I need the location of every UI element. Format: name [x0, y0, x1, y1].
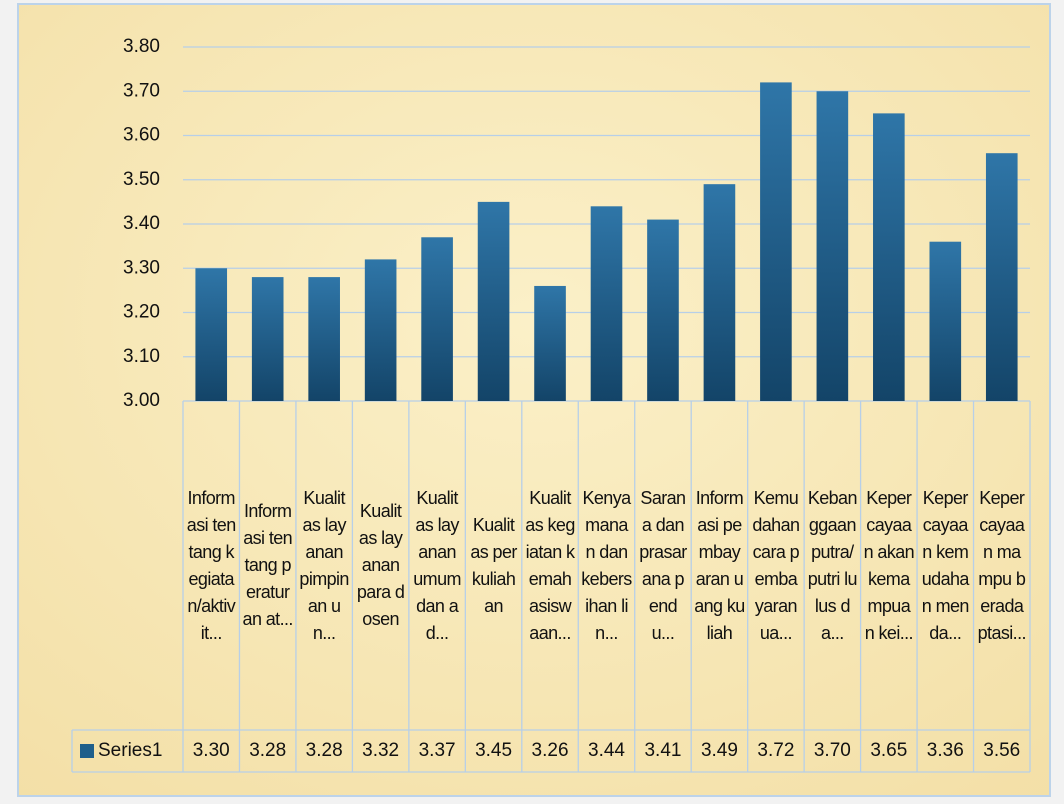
data-table-value: 3.30 [193, 740, 230, 761]
x-tick-label: Kepercayaan mampu beradaptasi... [977, 487, 1027, 643]
y-tick-label: 3.50 [123, 169, 160, 190]
x-tick-label-box: Kualitas layanan umum dan ad... [413, 487, 461, 643]
x-tick-label: Kenyamanan dan kebersihan lin... [581, 487, 632, 643]
x-tick-label-box: Kualitas layanan para dosen [356, 501, 405, 629]
x-tick-label-box: Informasi tentang kegiatan/aktivit... [186, 487, 236, 643]
data-table-value: 3.44 [588, 740, 625, 761]
y-tick-label: 3.00 [123, 390, 160, 411]
y-tick-label: 3.80 [123, 36, 160, 57]
data-table-value: 3.56 [983, 740, 1020, 761]
data-table-value: 3.28 [306, 740, 343, 761]
bar [308, 277, 340, 401]
bar [873, 113, 905, 401]
x-tick-label-box: Kenyamanan dan kebersihan lin... [581, 487, 632, 643]
x-tick-label: Kebanggaan putra/putri lulus da... [807, 487, 858, 643]
data-table-value: 3.70 [814, 740, 851, 761]
x-tick-label-box: Kualitas layanan pimpinan un... [299, 487, 349, 643]
x-tick-label: Kualitas kegiatan kemahasiswaan... [525, 487, 575, 643]
bar [816, 91, 849, 401]
x-tick-label-box: Kualitas kegiatan kemahasiswaan... [525, 487, 575, 643]
x-tick-label: Kualitas perkuliahan [470, 514, 517, 616]
bar [421, 237, 453, 401]
x-tick-label-box: Kemudahan cara pembayaran ua... [752, 487, 800, 643]
x-tick-label: Kualitas layanan pimpinan un... [299, 487, 349, 643]
legend-label: Series1 [98, 740, 162, 761]
x-tick-label: Kepercayaan kemudahan menda... [921, 487, 970, 643]
bar [929, 241, 962, 401]
x-tick-label-box: Kebanggaan putra/putri lulus da... [807, 487, 858, 643]
bar [590, 206, 623, 401]
bar [647, 219, 679, 401]
y-tick-label: 3.40 [123, 213, 160, 234]
data-table-value: 3.72 [757, 740, 794, 761]
y-tick-label: 3.30 [123, 257, 160, 278]
y-tick-label: 3.20 [123, 302, 160, 323]
bar [364, 259, 397, 401]
legend-swatch [80, 744, 94, 758]
x-tick-label: Kepercayaan akan kemampuan kei... [863, 487, 915, 643]
data-table-value: 3.37 [419, 740, 456, 761]
x-tick-label-box: Sarana dan prasarana pendu... [639, 487, 687, 643]
x-tick-label-box: Informasi pembayaran uang kuliah [694, 487, 745, 643]
data-table-value: 3.49 [701, 740, 738, 761]
y-tick-label: 3.70 [123, 80, 160, 101]
bar [195, 268, 228, 401]
bar [760, 82, 792, 402]
data-table-value: 3.28 [249, 740, 286, 761]
bar [985, 153, 1018, 401]
bar [251, 277, 284, 401]
bar [703, 184, 736, 401]
x-tick-label: Kemudahan cara pembayaran ua... [752, 487, 800, 643]
data-table-value: 3.26 [532, 740, 569, 761]
data-table-value: 3.32 [362, 740, 399, 761]
x-tick-label: Informasi pembayaran uang kuliah [694, 487, 745, 643]
x-tick-label: Sarana dan prasarana pendu... [639, 487, 687, 643]
x-tick-label-box: Informasi tentang peraturan at... [242, 501, 294, 629]
bar [534, 285, 566, 401]
data-table-value: 3.36 [927, 740, 964, 761]
x-tick-label-box: Kepercayaan kemudahan menda... [921, 487, 970, 643]
x-tick-label: Informasi tentang kegiatan/aktivit... [186, 487, 236, 643]
x-tick-label: Kualitas layanan para dosen [356, 501, 405, 629]
x-tick-label-box: Kualitas perkuliahan [470, 514, 517, 616]
x-tick-label: Kualitas layanan umum dan ad... [413, 487, 461, 643]
y-tick-label: 3.60 [123, 125, 160, 146]
data-table-value: 3.41 [644, 740, 681, 761]
x-tick-label: Informasi tentang peraturan at... [242, 501, 294, 629]
data-table-value: 3.65 [870, 740, 907, 761]
data-table-value: 3.45 [475, 740, 512, 761]
bar [477, 201, 510, 401]
x-tick-label-box: Kepercayaan akan kemampuan kei... [863, 487, 915, 643]
y-tick-label: 3.10 [123, 346, 160, 367]
x-tick-label-box: Kepercayaan mampu beradaptasi... [977, 487, 1027, 643]
